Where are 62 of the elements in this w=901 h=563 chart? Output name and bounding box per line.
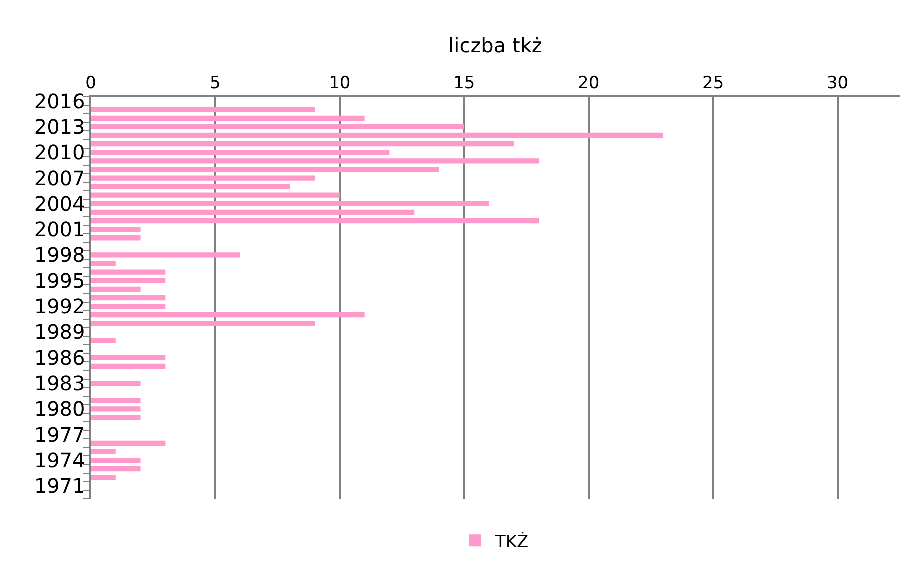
bar	[91, 270, 166, 275]
bar	[91, 338, 116, 344]
bar	[91, 192, 340, 198]
y-tick-label: 2016	[34, 89, 86, 114]
bar	[91, 286, 141, 292]
bar	[91, 475, 116, 480]
y-tick-label: 1989	[34, 320, 86, 344]
bar	[91, 201, 490, 206]
bar	[91, 124, 464, 130]
bar	[91, 440, 166, 446]
x-tick-label: 10	[329, 73, 351, 94]
bar	[91, 261, 116, 266]
bar	[91, 227, 141, 232]
bar	[91, 364, 166, 369]
bar	[91, 167, 440, 172]
x-tick-label: 25	[702, 73, 724, 94]
bar	[91, 449, 116, 455]
y-tick-label: 2001	[34, 218, 86, 242]
bar	[91, 236, 141, 241]
x-tick-label: 15	[454, 73, 476, 94]
y-tick-label: 1998	[34, 243, 86, 268]
bar	[91, 158, 540, 164]
bar	[91, 321, 316, 326]
y-tick-label: 1992	[34, 294, 86, 319]
x-tick-label: 0	[86, 73, 96, 94]
y-tick-label: 1977	[34, 422, 86, 447]
x-axis-title: liczba tkż	[448, 33, 542, 58]
bar	[91, 415, 141, 420]
legend-label: TKŻ	[494, 531, 529, 552]
y-tick-label: 1980	[34, 397, 86, 422]
bar	[91, 466, 141, 472]
bar	[91, 398, 141, 404]
bar	[91, 218, 540, 224]
y-tick-label: 1971	[34, 474, 86, 498]
y-tick-label: 1974	[34, 448, 86, 473]
bar	[91, 355, 166, 360]
y-tick-label: 2013	[34, 114, 86, 139]
bar	[91, 380, 141, 386]
bar	[91, 184, 290, 190]
bar	[91, 132, 664, 138]
bar	[91, 176, 316, 181]
bar	[91, 107, 316, 112]
bar	[91, 312, 365, 318]
x-tick-label: 30	[826, 73, 849, 94]
bar	[91, 278, 166, 284]
x-tick-label: 20	[578, 73, 600, 94]
bar	[91, 304, 166, 310]
bar	[91, 210, 415, 216]
bar	[91, 252, 240, 258]
bar	[91, 150, 390, 156]
bar	[91, 141, 514, 147]
y-tick-label: 2004	[34, 192, 86, 216]
y-tick-label: 1995	[34, 268, 86, 293]
bar	[91, 116, 365, 121]
bar	[91, 295, 166, 301]
bar	[91, 406, 141, 412]
bar	[91, 458, 141, 464]
x-tick-label: 5	[210, 73, 221, 94]
y-tick-label: 2010	[34, 140, 86, 165]
y-tick-label: 2007	[34, 166, 86, 190]
y-tick-label: 1983	[34, 372, 86, 396]
y-tick-label: 1986	[34, 346, 86, 370]
